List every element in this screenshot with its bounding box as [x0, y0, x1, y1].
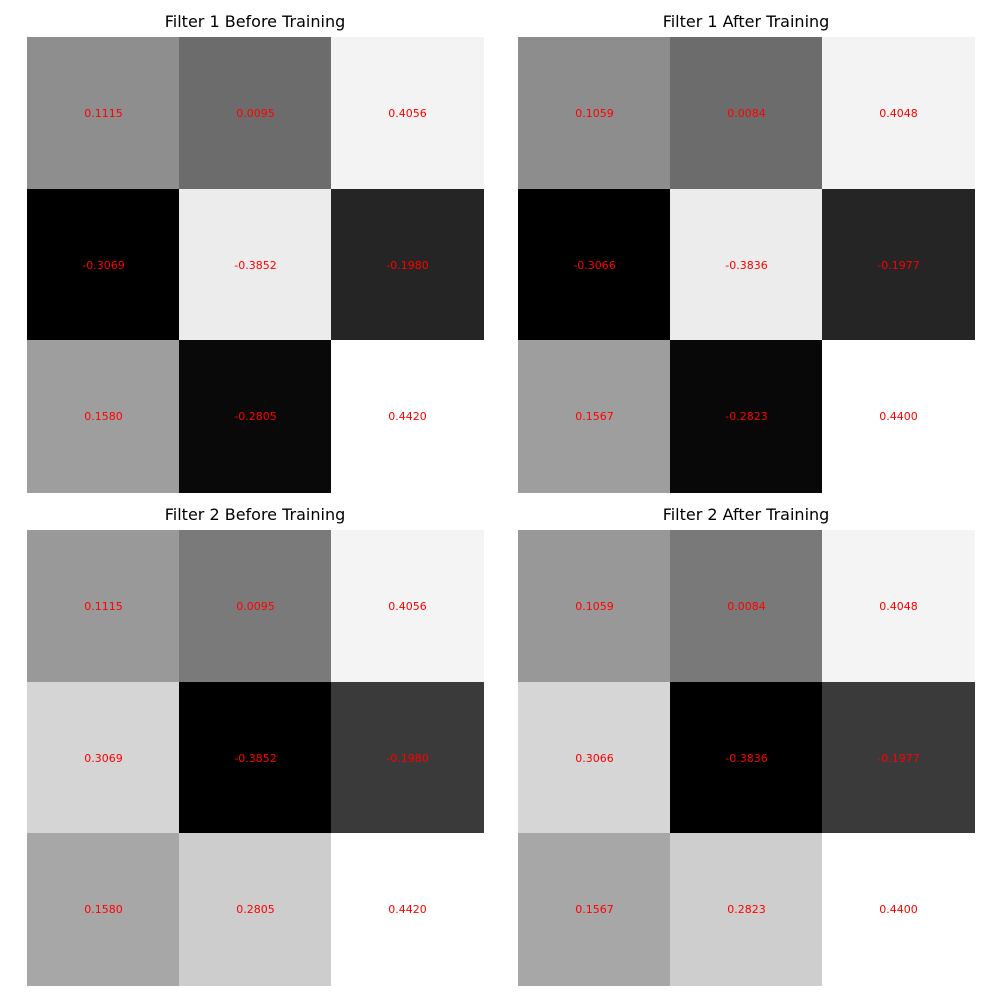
cell-value-label: 0.4056: [388, 107, 427, 120]
cell-value-label: 0.0095: [236, 600, 275, 613]
cell-value-label: 0.4400: [879, 410, 918, 424]
panel-title: Filter 2 After Training: [662, 505, 830, 524]
cell-value-label: -0.2805: [234, 410, 277, 424]
heatmap-cell: 0.0084: [670, 530, 823, 683]
cell-value-label: 0.2823: [727, 903, 766, 917]
panel-title: Filter 2 Before Training: [164, 505, 346, 524]
panel-filter-1-before: Filter 1 Before Training 0.1115 0.0095 0.4…: [27, 12, 484, 494]
cell-value-label: 0.4400: [879, 903, 918, 917]
cell-value-label: -0.3069: [82, 258, 125, 272]
heatmap-cell: -0.3066: [518, 188, 671, 342]
heatmap-cell: 0.0095: [179, 530, 332, 683]
panel-title: Filter 1 After Training: [662, 12, 830, 31]
cell-value-label: 0.0095: [236, 107, 275, 120]
cell-value-label: 0.1580: [84, 903, 123, 917]
heatmap-cell: 0.2805: [179, 833, 332, 987]
heatmap-grid: 0.1059 0.0084 0.4048 0.3066 -0.3836 -0.1977 0.…: [518, 530, 975, 987]
cell-value-label: -0.3852: [234, 751, 277, 765]
heatmap-cell: 0.1567: [518, 340, 671, 494]
heatmap-cell: -0.2805: [179, 340, 332, 494]
heatmap-cell: 0.4048: [822, 37, 975, 190]
cell-value-label: 0.0084: [727, 107, 766, 120]
heatmap-grid: 0.1059 0.0084 0.4048 -0.3066 -0.3836 -0.1977 0…: [518, 37, 975, 494]
heatmap-cell: -0.3069: [27, 188, 180, 342]
heatmap-cell: 0.3069: [27, 681, 180, 835]
cell-value-label: -0.1977: [877, 751, 920, 765]
heatmap-cell: 0.1580: [27, 340, 180, 494]
heatmap-cell: 0.2823: [670, 833, 823, 987]
heatmap-cell: 0.4048: [822, 530, 975, 683]
heatmap-cell: 0.4420: [331, 340, 484, 494]
cell-value-label: 0.1059: [575, 107, 614, 120]
heatmap-cell: 0.4400: [822, 340, 975, 494]
cell-value-label: -0.1980: [386, 258, 429, 272]
cell-value-label: 0.1059: [575, 600, 614, 613]
cell-value-label: -0.3836: [725, 258, 768, 272]
heatmap-cell: 0.1115: [27, 530, 180, 683]
heatmap-cell: 0.4056: [331, 530, 484, 683]
cell-value-label: 0.1115: [84, 600, 123, 613]
heatmap-cell: 0.1580: [27, 833, 180, 987]
cell-value-label: 0.4048: [879, 600, 918, 613]
heatmap-cell: 0.0095: [179, 37, 332, 190]
cell-value-label: 0.1580: [84, 410, 123, 424]
heatmap-cell: 0.3066: [518, 681, 671, 835]
heatmap-cell: -0.3852: [179, 188, 332, 342]
cell-value-label: -0.1980: [386, 751, 429, 765]
cell-value-label: 0.1115: [84, 107, 123, 120]
heatmap-cell: 0.4056: [331, 37, 484, 190]
heatmap-cell: 0.4400: [822, 833, 975, 987]
panel-filter-2-after: Filter 2 After Training 0.1059 0.0084 0.40…: [518, 505, 975, 987]
heatmap-cell: -0.1977: [822, 681, 975, 835]
heatmap-cell: 0.0084: [670, 37, 823, 190]
heatmap-grid: 0.1115 0.0095 0.4056 0.3069 -0.3852 -0.1980 0.…: [27, 530, 484, 987]
cell-value-label: -0.1977: [877, 258, 920, 272]
heatmap-cell: 0.1059: [518, 530, 671, 683]
heatmap-cell: -0.3836: [670, 188, 823, 342]
cell-value-label: 0.4420: [388, 410, 427, 424]
panel-filter-1-after: Filter 1 After Training 0.1059 0.0084 0.40…: [518, 12, 975, 494]
panel-filter-2-before: Filter 2 Before Training 0.1115 0.0095 0.4…: [27, 505, 484, 987]
heatmap-cell: -0.1980: [331, 188, 484, 342]
panel-title: Filter 1 Before Training: [164, 12, 346, 31]
cell-value-label: 0.3069: [84, 751, 123, 765]
heatmap-cell: -0.3836: [670, 681, 823, 835]
cell-value-label: -0.3836: [725, 751, 768, 765]
heatmap-cell: 0.1059: [518, 37, 671, 190]
cell-value-label: -0.3852: [234, 258, 277, 272]
heatmap-cell: -0.1977: [822, 188, 975, 342]
heatmap-grid: 0.1115 0.0095 0.4056 -0.3069 -0.3852 -0.1980 0…: [27, 37, 484, 494]
cell-value-label: 0.4056: [388, 600, 427, 613]
heatmap-cell: -0.2823: [670, 340, 823, 494]
cell-value-label: 0.1567: [575, 903, 614, 917]
cell-value-label: 0.2805: [236, 903, 275, 917]
heatmap-cell: 0.4420: [331, 833, 484, 987]
heatmap-cell: -0.1980: [331, 681, 484, 835]
heatmap-cell: 0.1567: [518, 833, 671, 987]
cell-value-label: 0.1567: [575, 410, 614, 424]
cell-value-label: -0.3066: [573, 258, 616, 272]
heatmap-cell: -0.3852: [179, 681, 332, 835]
cell-value-label: 0.4420: [388, 903, 427, 917]
heatmap-cell: 0.1115: [27, 37, 180, 190]
cell-value-label: 0.4048: [879, 107, 918, 120]
cell-value-label: -0.2823: [725, 410, 768, 424]
cell-value-label: 0.3066: [575, 751, 614, 765]
cell-value-label: 0.0084: [727, 600, 766, 613]
